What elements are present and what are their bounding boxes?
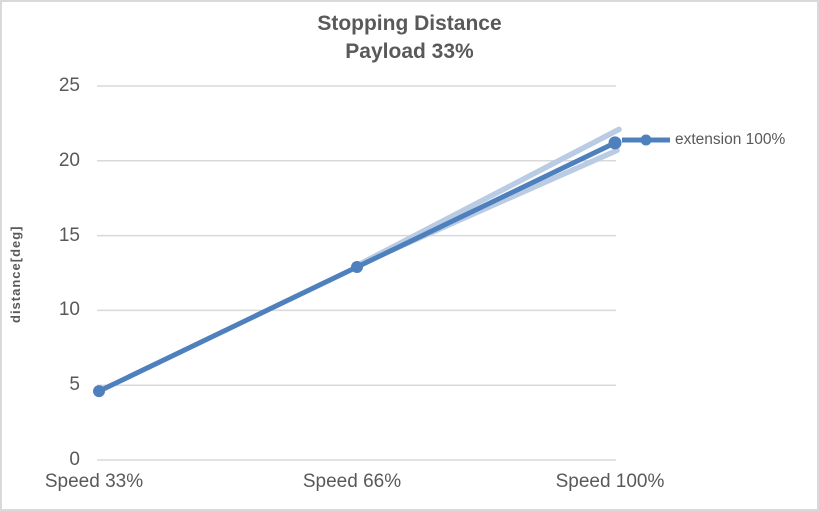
y-tick-label-25: 25 bbox=[58, 75, 80, 96]
chart-title: Stopping Distance Payload 33% bbox=[2, 10, 817, 66]
y-tick-label-15: 15 bbox=[58, 224, 80, 246]
legend-label: extension 100% bbox=[675, 131, 786, 148]
series-marker bbox=[351, 261, 363, 274]
x-category-label: Speed 66% bbox=[302, 471, 402, 492]
series-marker bbox=[93, 385, 105, 398]
y-tick-label-5: 5 bbox=[69, 374, 80, 396]
y-tick-label-0: 0 bbox=[69, 449, 80, 470]
y-tick-label-20: 20 bbox=[58, 149, 80, 171]
x-category-label: Speed 100% bbox=[555, 471, 665, 492]
chart-title-line-2: Payload 33% bbox=[345, 40, 474, 63]
legend: extension 100% bbox=[621, 128, 785, 152]
legend-series-marker-icon bbox=[622, 134, 670, 146]
chart-title-line-1: Stopping Distance bbox=[317, 12, 502, 35]
band-upper-line bbox=[354, 126, 622, 269]
series-marker bbox=[608, 136, 622, 150]
x-category-label: Speed 33% bbox=[44, 471, 144, 492]
y-tick-label-10: 10 bbox=[58, 299, 80, 321]
